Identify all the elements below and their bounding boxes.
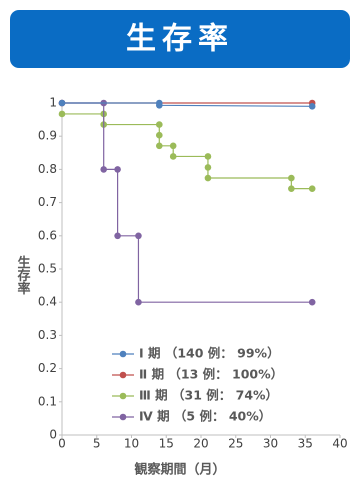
- y-tick-label: 0.4: [38, 295, 57, 309]
- x-tick-label: 15: [159, 437, 174, 451]
- y-tick-label: 0.7: [38, 195, 57, 209]
- legend-marker: [119, 371, 127, 379]
- data-point: [156, 102, 163, 109]
- data-point: [58, 99, 66, 107]
- x-tick-label: 0: [58, 437, 66, 451]
- data-point: [204, 153, 212, 160]
- legend-label: Ⅳ 期 （5 例： 40%）: [139, 409, 271, 424]
- series-line: [62, 113, 313, 190]
- y-tick-label: 0.1: [38, 394, 57, 408]
- data-point: [288, 174, 295, 182]
- chart-title: 生存率: [126, 22, 234, 57]
- data-point: [156, 131, 163, 139]
- legend-marker: [119, 350, 127, 358]
- data-point: [169, 153, 177, 160]
- y-tick-label: 1: [49, 96, 57, 110]
- data-point: [169, 142, 177, 150]
- x-tick-label: 10: [124, 437, 139, 451]
- title-banner: [10, 10, 350, 68]
- y-tick-label: 0.8: [38, 162, 57, 176]
- data-point: [308, 185, 316, 192]
- y-tick-label: 0.3: [38, 328, 57, 342]
- data-point: [114, 166, 121, 173]
- y-tick-label: 0: [49, 428, 57, 442]
- data-point: [135, 232, 142, 240]
- legend-marker: [119, 413, 127, 421]
- data-point: [100, 166, 107, 173]
- x-tick-label: 25: [228, 437, 243, 451]
- x-tick-label: 5: [93, 437, 101, 451]
- data-point: [288, 185, 295, 192]
- legend-label: Ⅲ 期 （31 例： 74%）: [139, 388, 278, 403]
- series-line: [62, 102, 313, 303]
- x-tick-label: 30: [263, 437, 278, 451]
- y-tick-label: 0.5: [38, 262, 57, 276]
- data-point: [58, 110, 66, 118]
- legend-marker: [119, 392, 127, 400]
- data-point: [308, 103, 316, 110]
- y-tick-label: 0.6: [38, 228, 57, 242]
- data-point: [156, 142, 163, 150]
- x-axis-label: 観察期間（月）: [133, 462, 225, 478]
- data-point: [204, 164, 212, 171]
- x-tick-label: 40: [332, 437, 347, 451]
- data-point: [114, 232, 121, 240]
- y-tick-label: 0.9: [38, 129, 57, 143]
- y-tick-label: 0.2: [38, 361, 57, 375]
- legend-label: Ⅰ 期 （140 例： 99%）: [139, 346, 280, 361]
- legend: Ⅰ 期 （140 例： 99%） Ⅱ 期 （13 例： 100%） Ⅲ 期 （31 …: [110, 343, 288, 431]
- data-point: [308, 298, 316, 306]
- legend-label: Ⅱ 期 （13 例： 100%）: [139, 367, 283, 382]
- x-tick-label: 35: [298, 437, 313, 451]
- data-point: [156, 121, 163, 128]
- y-axis-label: 生存率: [15, 255, 31, 296]
- x-tick-label: 20: [193, 437, 208, 451]
- data-point: [204, 174, 212, 182]
- data-point: [135, 298, 142, 306]
- legend-box: [110, 343, 288, 431]
